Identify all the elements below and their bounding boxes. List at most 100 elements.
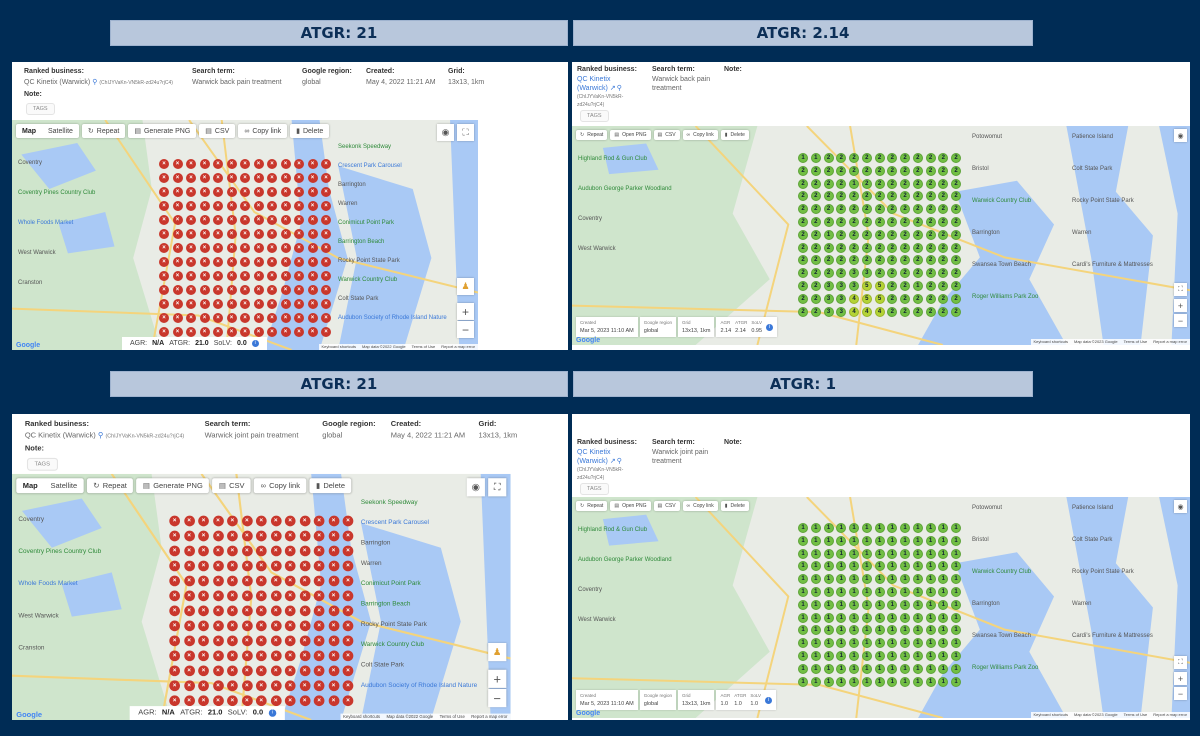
business-name[interactable]: QC Kinetix (Warwick) xyxy=(24,79,91,86)
not-ranked-marker[interactable]: × xyxy=(186,243,196,253)
rank-marker[interactable]: 1 xyxy=(836,638,847,649)
not-ranked-marker[interactable]: × xyxy=(284,575,296,587)
rank-marker[interactable]: 2 xyxy=(810,165,821,176)
rank-marker[interactable]: 2 xyxy=(951,306,961,317)
rank-marker[interactable]: 1 xyxy=(836,625,847,636)
tags-button[interactable]: TAGS xyxy=(26,103,55,115)
not-ranked-marker[interactable]: × xyxy=(313,530,325,542)
not-ranked-marker[interactable]: × xyxy=(198,635,209,647)
not-ranked-marker[interactable]: × xyxy=(183,515,195,527)
not-ranked-marker[interactable]: × xyxy=(212,530,224,542)
rank-marker[interactable]: 2 xyxy=(887,204,898,215)
map-type-map-button[interactable]: Map xyxy=(22,127,36,135)
rank-marker[interactable]: 2 xyxy=(900,281,910,291)
rank-marker[interactable]: 1 xyxy=(887,612,898,623)
fullscreen-icon[interactable]: ⛶ xyxy=(457,124,474,141)
business-name-link[interactable]: QC Kinetix xyxy=(577,449,611,456)
not-ranked-marker[interactable]: × xyxy=(226,257,237,267)
rank-marker[interactable]: 3 xyxy=(823,306,834,317)
rank-marker[interactable]: 2 xyxy=(938,306,949,317)
not-ranked-marker[interactable]: × xyxy=(169,560,180,572)
not-ranked-marker[interactable]: × xyxy=(183,665,195,677)
rank-marker[interactable]: 1 xyxy=(887,638,898,649)
rank-marker[interactable]: 1 xyxy=(925,638,936,649)
rank-marker[interactable]: 2 xyxy=(938,293,949,304)
not-ranked-marker[interactable]: × xyxy=(199,229,210,239)
not-ranked-marker[interactable]: × xyxy=(280,271,291,281)
rank-marker[interactable]: 2 xyxy=(938,229,949,240)
not-ranked-marker[interactable]: × xyxy=(253,229,264,239)
rank-marker[interactable]: 2 xyxy=(798,293,808,304)
not-ranked-marker[interactable]: × xyxy=(342,665,354,677)
not-ranked-marker[interactable]: × xyxy=(299,650,310,662)
not-ranked-marker[interactable]: × xyxy=(198,665,209,677)
rank-marker[interactable]: 2 xyxy=(874,229,885,240)
not-ranked-marker[interactable]: × xyxy=(198,620,209,632)
not-ranked-marker[interactable]: × xyxy=(321,299,331,309)
fullscreen-icon[interactable]: ⛶ xyxy=(488,478,507,497)
not-ranked-marker[interactable]: × xyxy=(183,530,195,542)
csv-button[interactable]: ▤ CSV xyxy=(653,130,680,140)
rank-marker[interactable]: 1 xyxy=(925,625,936,636)
not-ranked-marker[interactable]: × xyxy=(307,159,318,169)
rank-marker[interactable]: 2 xyxy=(925,191,936,202)
not-ranked-marker[interactable]: × xyxy=(213,173,223,183)
not-ranked-marker[interactable]: × xyxy=(307,285,318,295)
rank-marker[interactable]: 1 xyxy=(925,599,936,610)
not-ranked-marker[interactable]: × xyxy=(284,680,296,692)
rank-marker[interactable]: 1 xyxy=(912,612,923,623)
not-ranked-marker[interactable]: × xyxy=(313,545,325,557)
not-ranked-marker[interactable]: × xyxy=(172,257,183,267)
rank-marker[interactable]: 1 xyxy=(849,638,859,649)
rank-marker[interactable]: 2 xyxy=(951,204,961,215)
not-ranked-marker[interactable]: × xyxy=(213,299,223,309)
not-ranked-marker[interactable]: × xyxy=(267,327,277,337)
rank-marker[interactable]: 1 xyxy=(861,625,872,636)
rank-marker[interactable]: 1 xyxy=(861,561,872,572)
not-ranked-marker[interactable]: × xyxy=(172,299,183,309)
not-ranked-marker[interactable]: × xyxy=(255,530,267,542)
not-ranked-marker[interactable]: × xyxy=(270,575,282,587)
rank-marker[interactable]: 2 xyxy=(951,153,961,163)
rank-marker[interactable]: 1 xyxy=(938,561,949,572)
not-ranked-marker[interactable]: × xyxy=(198,530,209,542)
not-ranked-marker[interactable]: × xyxy=(267,173,277,183)
not-ranked-marker[interactable]: × xyxy=(226,215,237,225)
rank-marker[interactable]: 4 xyxy=(861,306,872,317)
not-ranked-marker[interactable]: × xyxy=(307,299,318,309)
not-ranked-marker[interactable]: × xyxy=(280,187,291,197)
rank-marker[interactable]: 2 xyxy=(861,242,872,253)
terms-link[interactable]: Terms of Use xyxy=(439,713,465,719)
rank-marker[interactable]: 2 xyxy=(925,293,936,304)
rank-marker[interactable]: 2 xyxy=(823,153,834,163)
rank-marker[interactable]: 1 xyxy=(798,638,808,649)
rank-marker[interactable]: 1 xyxy=(900,574,910,585)
not-ranked-marker[interactable]: × xyxy=(255,515,267,527)
rank-marker[interactable]: 2 xyxy=(951,242,961,253)
delete-button[interactable]: ▮ Delete xyxy=(720,501,749,511)
rank-marker[interactable]: 2 xyxy=(900,204,910,215)
rank-marker[interactable]: 1 xyxy=(874,548,885,559)
rank-marker[interactable]: 1 xyxy=(887,561,898,572)
not-ranked-marker[interactable]: × xyxy=(294,271,304,281)
rank-marker[interactable]: 1 xyxy=(925,651,936,661)
not-ranked-marker[interactable]: × xyxy=(186,215,196,225)
rank-marker[interactable]: 4 xyxy=(849,293,859,304)
rank-marker[interactable]: 2 xyxy=(798,191,808,202)
not-ranked-marker[interactable]: × xyxy=(267,229,277,239)
rank-marker[interactable]: 2 xyxy=(900,165,910,176)
rank-marker[interactable]: 2 xyxy=(925,242,936,253)
not-ranked-marker[interactable]: × xyxy=(227,680,238,692)
not-ranked-marker[interactable]: × xyxy=(186,285,196,295)
not-ranked-marker[interactable]: × xyxy=(321,173,331,183)
not-ranked-marker[interactable]: × xyxy=(321,187,331,197)
rank-marker[interactable]: 1 xyxy=(900,548,910,559)
rank-marker[interactable]: 2 xyxy=(900,306,910,317)
rank-marker[interactable]: 1 xyxy=(861,523,872,533)
not-ranked-marker[interactable]: × xyxy=(240,201,250,211)
not-ranked-marker[interactable]: × xyxy=(255,560,267,572)
not-ranked-marker[interactable]: × xyxy=(267,285,277,295)
rank-marker[interactable]: 2 xyxy=(925,281,936,291)
not-ranked-marker[interactable]: × xyxy=(342,620,354,632)
not-ranked-marker[interactable]: × xyxy=(159,299,169,309)
